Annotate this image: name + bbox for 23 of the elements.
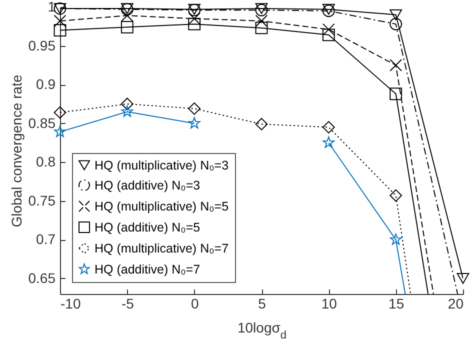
x-tick-label: 10 xyxy=(321,296,338,312)
legend-label: HQ (additive) N₀=3 xyxy=(94,178,200,192)
legend-label: HQ (multiplicative) N₀=5 xyxy=(94,199,229,214)
x-tick-label: 20 xyxy=(448,296,464,312)
x-axis-title: 10logσ$_{d}$ xyxy=(237,320,287,342)
y-axis-title: Global convergence rate xyxy=(8,74,24,228)
y-tick-label: 0.85 xyxy=(28,114,56,131)
x-tick-label: 15 xyxy=(388,296,404,312)
legend-label: HQ (additive) N₀=5 xyxy=(94,220,200,234)
y-tick-label: 0.75 xyxy=(28,192,56,208)
x-tick-label: 0 xyxy=(190,296,199,312)
y-tick-label: 0.9 xyxy=(36,76,56,92)
legend-label: HQ (multiplicative) N₀=3 xyxy=(94,158,229,172)
x-tick-label: -10 xyxy=(60,296,81,312)
x-tick-label: -5 xyxy=(121,296,134,312)
y-tick-label: 0.95 xyxy=(28,37,56,54)
y-tick-label: 0.8 xyxy=(36,154,56,170)
legend-label: HQ (multiplicative) N₀=7 xyxy=(94,241,229,256)
y-tick-label: 0.7 xyxy=(36,231,56,248)
y-tick-label: 0.65 xyxy=(28,270,56,286)
legend-label: HQ (additive) N₀=7 xyxy=(94,262,200,276)
y-tick-label: 1 xyxy=(48,0,56,14)
x-tick-label: 5 xyxy=(258,296,266,312)
